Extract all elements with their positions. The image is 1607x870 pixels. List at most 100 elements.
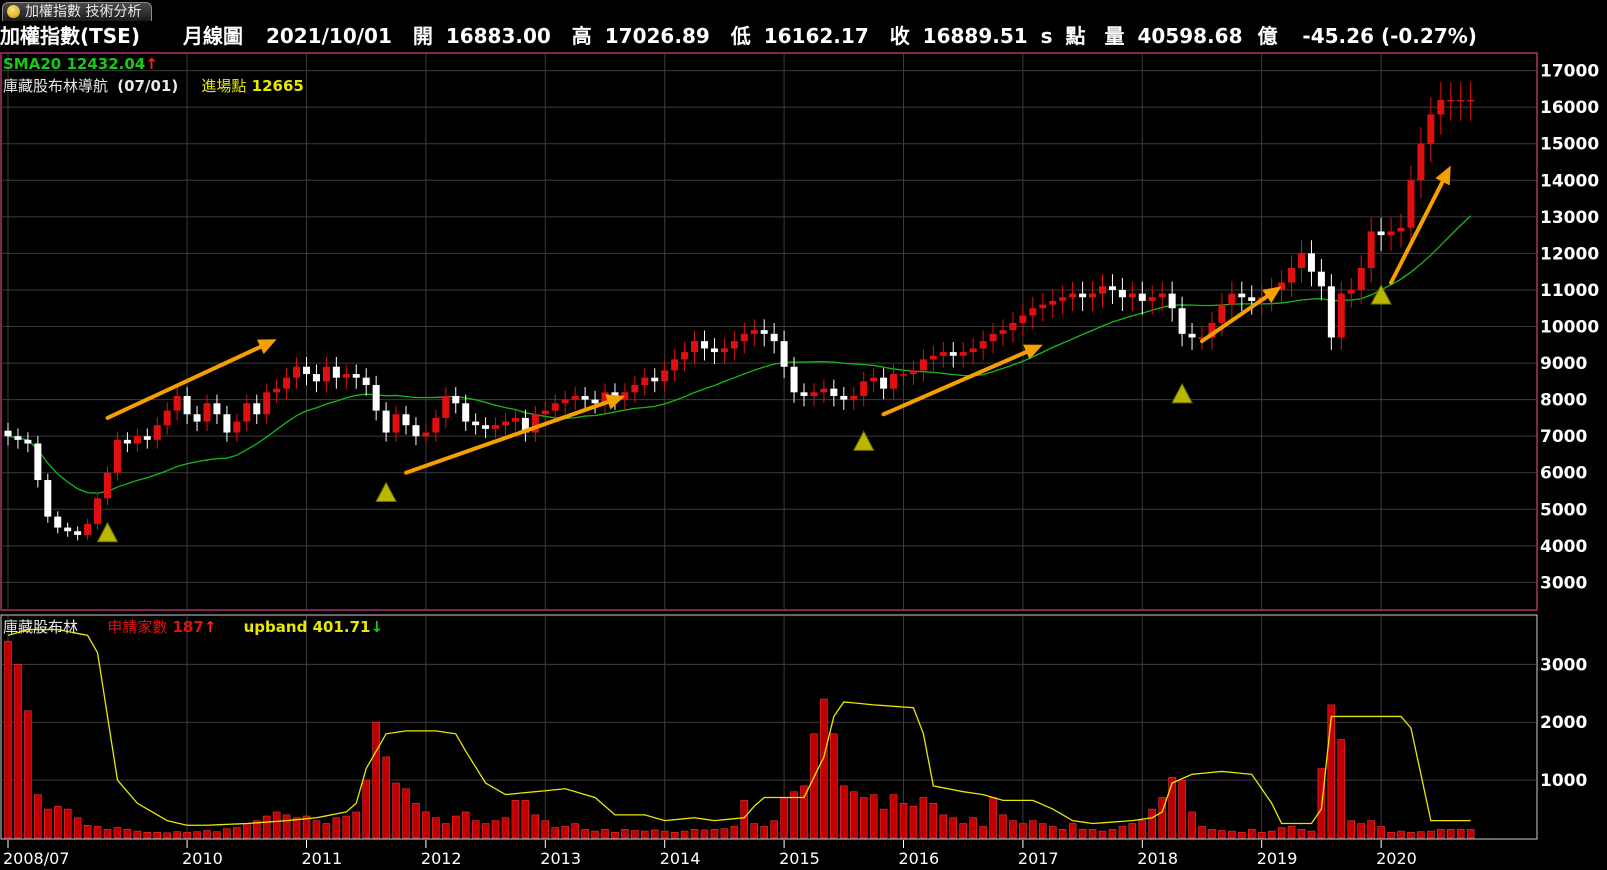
candle-body bbox=[362, 377, 370, 386]
buyback-bar bbox=[1068, 823, 1077, 839]
trend-arrow-head bbox=[256, 339, 277, 355]
candle-body bbox=[710, 348, 718, 353]
candle-body bbox=[1248, 297, 1256, 301]
tab-chart[interactable]: 加權指數 技術分析 bbox=[2, 2, 153, 21]
candle-body bbox=[671, 359, 679, 371]
candle-body bbox=[571, 395, 579, 400]
trend-arrow-head bbox=[605, 394, 625, 410]
buyback-bar bbox=[481, 823, 490, 839]
buyback-bar bbox=[452, 815, 460, 839]
buyback-bar bbox=[850, 791, 858, 839]
time-tick-label: 2011 bbox=[302, 849, 343, 868]
sma20-line bbox=[7, 215, 1472, 494]
buyback-bar bbox=[859, 797, 868, 839]
candle-body bbox=[213, 403, 221, 415]
candle-body bbox=[909, 370, 917, 375]
buyback-bar bbox=[1138, 820, 1147, 839]
candle-body bbox=[462, 403, 470, 422]
price-chart[interactable]: 17000 16000 15000 14000 13000 12000 11000 10000… bbox=[0, 52, 1607, 612]
buyback-bar bbox=[282, 814, 291, 839]
buyback-bar bbox=[133, 830, 142, 839]
buyback-bar bbox=[312, 820, 321, 839]
buyback-bar bbox=[879, 808, 888, 839]
candle-body bbox=[880, 377, 888, 389]
entry-triangle-marker bbox=[96, 521, 119, 543]
candle-body bbox=[372, 385, 380, 411]
buyback-bar bbox=[1208, 829, 1216, 839]
buyback-bar bbox=[929, 803, 938, 839]
candle-body bbox=[1357, 268, 1365, 290]
buyback-bar bbox=[1447, 829, 1455, 839]
candle-body bbox=[402, 414, 410, 426]
buyback-bar bbox=[1088, 829, 1097, 839]
close-suffix: s bbox=[1040, 24, 1053, 48]
candle-body bbox=[412, 425, 420, 437]
buyback-bar bbox=[1078, 829, 1087, 839]
sma-value: 12432.04 bbox=[66, 55, 146, 73]
candle-body bbox=[810, 392, 818, 396]
period-label: 月線圖 bbox=[182, 24, 243, 48]
time-tick-label: 2010 bbox=[182, 849, 223, 868]
buyback-bar bbox=[581, 829, 589, 839]
buyback-bar bbox=[332, 817, 341, 839]
candle-body bbox=[123, 439, 131, 444]
candle-body bbox=[1029, 308, 1037, 316]
band-down-arrow-icon: ↓ bbox=[370, 618, 384, 636]
candle-body bbox=[1039, 304, 1047, 309]
buyback-chart[interactable]: 3000 2000 1000 2008/07 2010 2011 2012 2013 2014… bbox=[0, 614, 1607, 870]
time-tick-label: 2014 bbox=[660, 849, 701, 868]
trend-arrow-head bbox=[1023, 344, 1043, 360]
buyback-bar bbox=[4, 640, 12, 839]
candle-body bbox=[561, 399, 569, 404]
buyback-bar bbox=[422, 811, 430, 839]
trend-arrow-head bbox=[1262, 286, 1282, 304]
candle-body bbox=[1009, 322, 1017, 331]
candle-body bbox=[1049, 300, 1057, 305]
buyback-bar bbox=[382, 756, 390, 839]
candle-body bbox=[820, 388, 828, 393]
candle-body bbox=[800, 392, 808, 396]
price-tick-label: 12000 bbox=[1540, 244, 1599, 264]
buyback-name: 庫藏股布林 bbox=[3, 618, 79, 636]
candle-body bbox=[352, 374, 360, 378]
buyback-bar bbox=[262, 815, 271, 839]
buyback-bar bbox=[213, 831, 221, 839]
candle-body bbox=[521, 417, 529, 433]
buyback-bar bbox=[631, 830, 639, 839]
buyback-bar bbox=[790, 791, 798, 839]
candle-body bbox=[64, 527, 72, 532]
candle-body bbox=[243, 403, 251, 422]
count-value: 187 bbox=[172, 618, 204, 636]
candle-body bbox=[969, 348, 977, 353]
buyback-bar bbox=[869, 794, 878, 839]
candle-body bbox=[74, 531, 82, 535]
buyback-bar bbox=[1158, 797, 1166, 839]
buyback-bar bbox=[1128, 823, 1137, 839]
candle-body bbox=[492, 425, 500, 429]
candle-body bbox=[919, 359, 927, 371]
buyback-bar bbox=[1367, 820, 1375, 839]
trend-arrow-shaft bbox=[404, 399, 610, 475]
candle-body bbox=[24, 439, 32, 444]
buyback-bar bbox=[989, 797, 997, 839]
candle-body bbox=[472, 421, 480, 426]
candle-body bbox=[1108, 286, 1116, 290]
time-axis: 2008/07 2010 2011 2012 2013 2014 2015 2016 2017 2… bbox=[3, 840, 1417, 868]
buyback-bar bbox=[1437, 829, 1445, 839]
candle-body bbox=[183, 395, 191, 415]
app-icon bbox=[7, 5, 20, 18]
candle-body bbox=[1198, 337, 1206, 339]
buyback-bar bbox=[511, 800, 520, 839]
buyback-bar bbox=[820, 698, 828, 839]
buyback-bar bbox=[571, 823, 579, 839]
candle-body bbox=[1118, 289, 1126, 298]
buyback-bar bbox=[163, 832, 171, 839]
buyback-bar bbox=[183, 831, 191, 839]
candle-body bbox=[840, 395, 848, 400]
open-label: 開 bbox=[412, 24, 433, 48]
buyback-bar bbox=[840, 785, 848, 839]
candle-body bbox=[929, 355, 937, 360]
candle-body bbox=[1288, 268, 1296, 283]
candle-body bbox=[691, 341, 699, 353]
buyback-bars bbox=[4, 640, 1475, 839]
